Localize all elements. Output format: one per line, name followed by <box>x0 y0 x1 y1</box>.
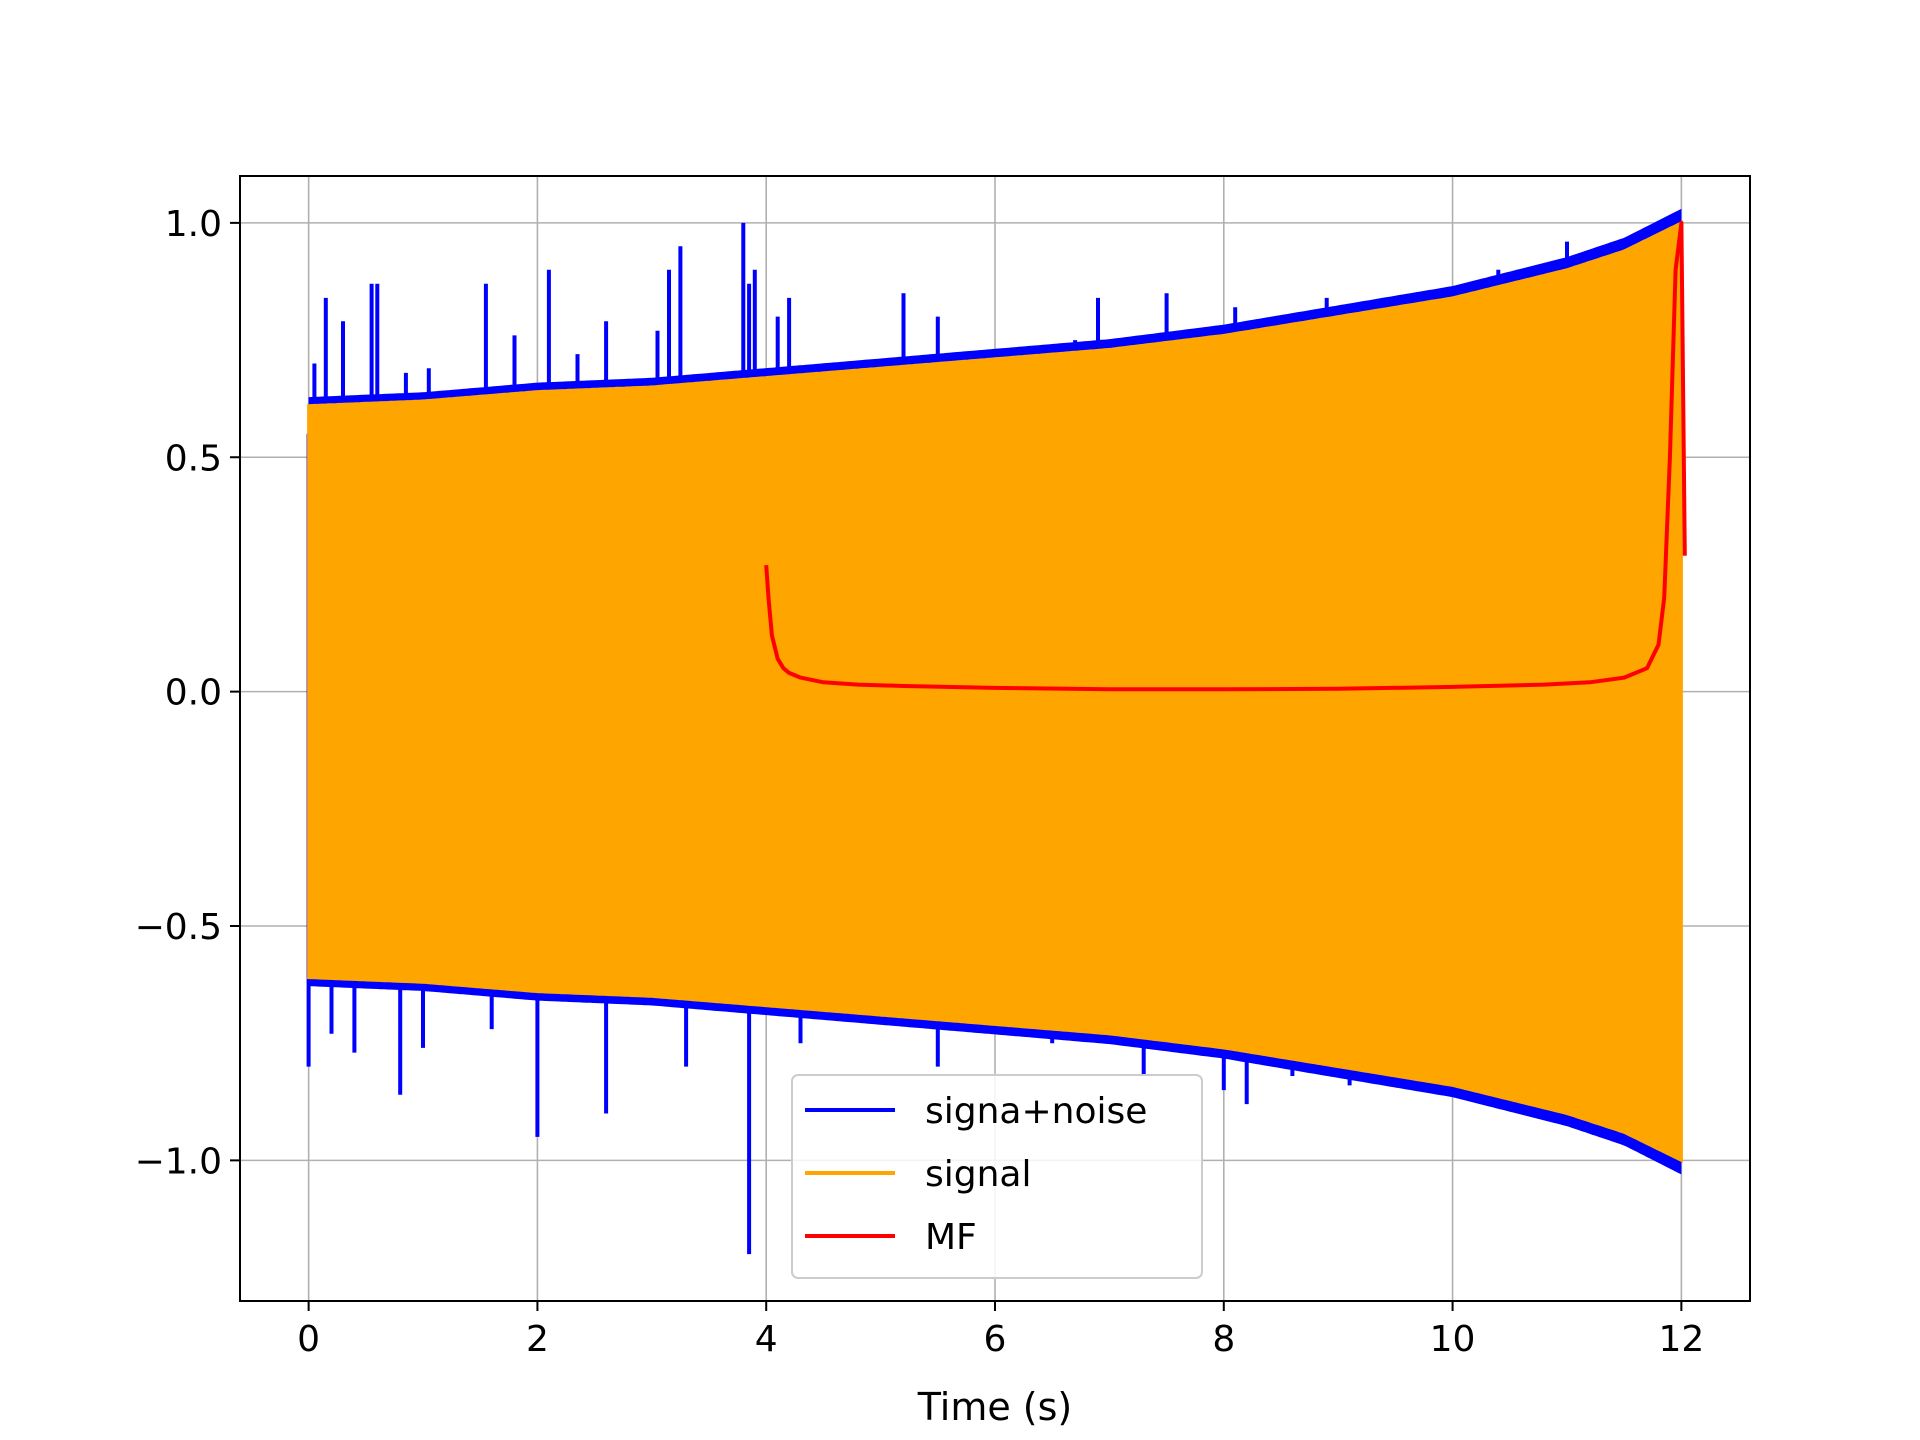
ticks: 0 2 4 6 8 10 12 −1.0 −0.5 0.0 0.5 1.0 <box>135 204 1705 1360</box>
x-tick-label: 0 <box>297 1319 320 1360</box>
y-tick-label: −1.0 <box>135 1141 222 1182</box>
x-tick-label: 4 <box>755 1319 778 1360</box>
legend-label: signal <box>925 1154 1032 1195</box>
legend-box <box>791 1074 1203 1279</box>
series-signal <box>307 220 1683 1163</box>
x-tick-label: 10 <box>1430 1319 1476 1360</box>
y-tick-label: −0.5 <box>135 907 222 948</box>
y-tick-label: 0.0 <box>165 673 222 714</box>
legend-label: MF <box>925 1217 977 1258</box>
x-axis-label: Time (s) <box>917 1385 1073 1429</box>
x-tick-label: 6 <box>984 1319 1007 1360</box>
x-tick-label: 2 <box>526 1319 549 1360</box>
series-layer <box>306 208 1687 1255</box>
series-mf <box>764 220 1687 692</box>
x-tick-label: 8 <box>1212 1319 1235 1360</box>
legend: signa+noise signal MF <box>791 1074 1203 1279</box>
y-tick-label: 0.5 <box>165 438 222 479</box>
legend-label: signa+noise <box>925 1091 1147 1132</box>
x-tick-label: 12 <box>1658 1319 1704 1360</box>
y-tick-label: 1.0 <box>165 204 222 245</box>
